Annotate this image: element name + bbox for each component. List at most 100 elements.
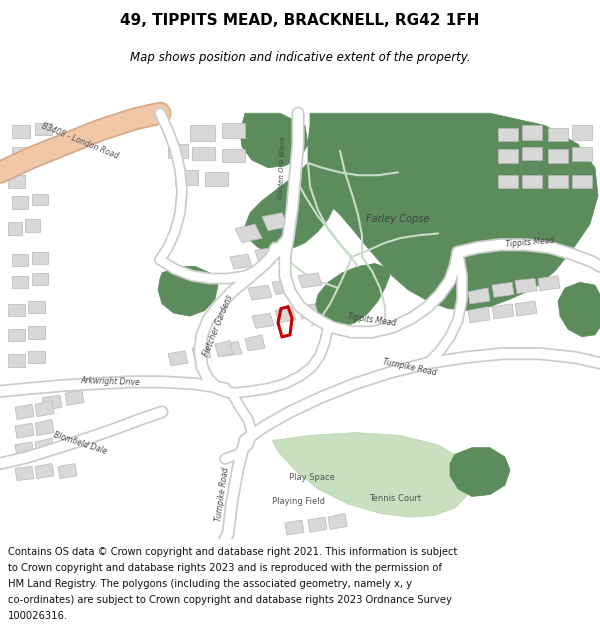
Polygon shape (12, 196, 28, 209)
Polygon shape (230, 254, 252, 269)
Polygon shape (8, 354, 25, 367)
Polygon shape (8, 329, 25, 341)
Polygon shape (558, 282, 600, 337)
Polygon shape (32, 253, 48, 264)
Text: Play Space: Play Space (289, 473, 335, 482)
Text: 49, TIPPITS MEAD, BRACKNELL, RG42 1FH: 49, TIPPITS MEAD, BRACKNELL, RG42 1FH (121, 13, 479, 28)
Text: Playing Field: Playing Field (271, 497, 325, 506)
Text: 100026316.: 100026316. (8, 611, 68, 621)
Polygon shape (12, 276, 28, 288)
Polygon shape (222, 149, 245, 162)
Polygon shape (252, 313, 274, 328)
Polygon shape (15, 404, 34, 419)
Polygon shape (35, 122, 52, 135)
Polygon shape (8, 175, 25, 188)
Polygon shape (272, 279, 296, 294)
Polygon shape (468, 288, 490, 304)
Polygon shape (298, 273, 322, 288)
Polygon shape (548, 149, 568, 163)
Polygon shape (15, 466, 34, 481)
Polygon shape (12, 147, 28, 160)
Polygon shape (222, 122, 245, 138)
Polygon shape (548, 175, 568, 188)
Polygon shape (492, 282, 514, 298)
Polygon shape (515, 279, 537, 294)
Text: Farley Copse: Farley Copse (367, 214, 430, 224)
Polygon shape (450, 448, 510, 496)
Polygon shape (548, 128, 568, 141)
Text: Contains OS data © Crown copyright and database right 2021. This information is : Contains OS data © Crown copyright and d… (8, 548, 457, 558)
Polygon shape (35, 438, 54, 454)
Text: HM Land Registry. The polygons (including the associated geometry, namely x, y: HM Land Registry. The polygons (includin… (8, 579, 412, 589)
Polygon shape (192, 344, 211, 360)
Text: Fletcher Gardens: Fletcher Gardens (202, 293, 235, 358)
Polygon shape (515, 301, 537, 316)
Polygon shape (522, 175, 542, 188)
Text: Tippits Mead: Tippits Mead (347, 312, 397, 328)
Polygon shape (32, 194, 48, 205)
Polygon shape (32, 273, 48, 285)
Text: Turnpike Road: Turnpike Road (214, 467, 230, 522)
Text: B3408 - London Road: B3408 - London Road (40, 122, 120, 161)
Polygon shape (158, 266, 218, 316)
Polygon shape (522, 126, 542, 139)
Polygon shape (12, 254, 28, 266)
Polygon shape (492, 304, 514, 319)
Polygon shape (28, 326, 45, 339)
Polygon shape (240, 113, 308, 168)
Polygon shape (308, 517, 327, 532)
Polygon shape (28, 301, 45, 313)
Polygon shape (285, 520, 304, 535)
Polygon shape (15, 423, 34, 438)
Polygon shape (572, 126, 592, 139)
Polygon shape (308, 113, 598, 311)
Polygon shape (522, 147, 542, 160)
Polygon shape (572, 175, 592, 188)
Polygon shape (8, 222, 22, 236)
Polygon shape (12, 126, 30, 138)
Polygon shape (35, 464, 54, 479)
Polygon shape (168, 351, 188, 366)
Text: co-ordinates) are subject to Crown copyright and database rights 2023 Ordnance S: co-ordinates) are subject to Crown copyr… (8, 595, 452, 605)
Polygon shape (248, 285, 272, 300)
Polygon shape (25, 219, 40, 232)
Polygon shape (468, 307, 490, 322)
Text: Tennis Court: Tennis Court (369, 494, 421, 503)
Polygon shape (215, 341, 233, 356)
Polygon shape (218, 341, 242, 356)
Text: Arkwright Drive: Arkwright Drive (80, 376, 140, 388)
Polygon shape (58, 464, 77, 479)
Polygon shape (28, 351, 45, 363)
Text: Golden Orb Wood: Golden Orb Wood (278, 136, 286, 199)
Polygon shape (498, 128, 518, 141)
Polygon shape (15, 442, 34, 457)
Polygon shape (315, 264, 390, 328)
Polygon shape (8, 304, 25, 316)
Polygon shape (65, 391, 84, 406)
Polygon shape (35, 149, 50, 162)
Text: Blomfield Dale: Blomfield Dale (52, 430, 108, 456)
Text: Map shows position and indicative extent of the property.: Map shows position and indicative extent… (130, 51, 470, 64)
Polygon shape (245, 335, 265, 351)
Polygon shape (272, 432, 472, 517)
Text: Turnpike Road: Turnpike Road (382, 357, 437, 377)
Polygon shape (35, 419, 54, 436)
Polygon shape (192, 147, 215, 160)
Polygon shape (42, 395, 62, 410)
Text: to Crown copyright and database rights 2023 and is reproduced with the permissio: to Crown copyright and database rights 2… (8, 563, 442, 573)
Polygon shape (262, 213, 288, 231)
Polygon shape (245, 160, 338, 252)
Polygon shape (298, 304, 319, 319)
Polygon shape (255, 248, 276, 262)
Polygon shape (168, 144, 188, 158)
Polygon shape (35, 401, 54, 417)
Polygon shape (205, 173, 228, 186)
Polygon shape (275, 307, 296, 322)
Polygon shape (538, 276, 560, 291)
Polygon shape (498, 175, 518, 188)
Polygon shape (175, 169, 198, 184)
Text: Tippits Mead: Tippits Mead (505, 236, 555, 249)
Polygon shape (190, 126, 215, 141)
Polygon shape (498, 149, 518, 163)
Polygon shape (328, 513, 347, 529)
